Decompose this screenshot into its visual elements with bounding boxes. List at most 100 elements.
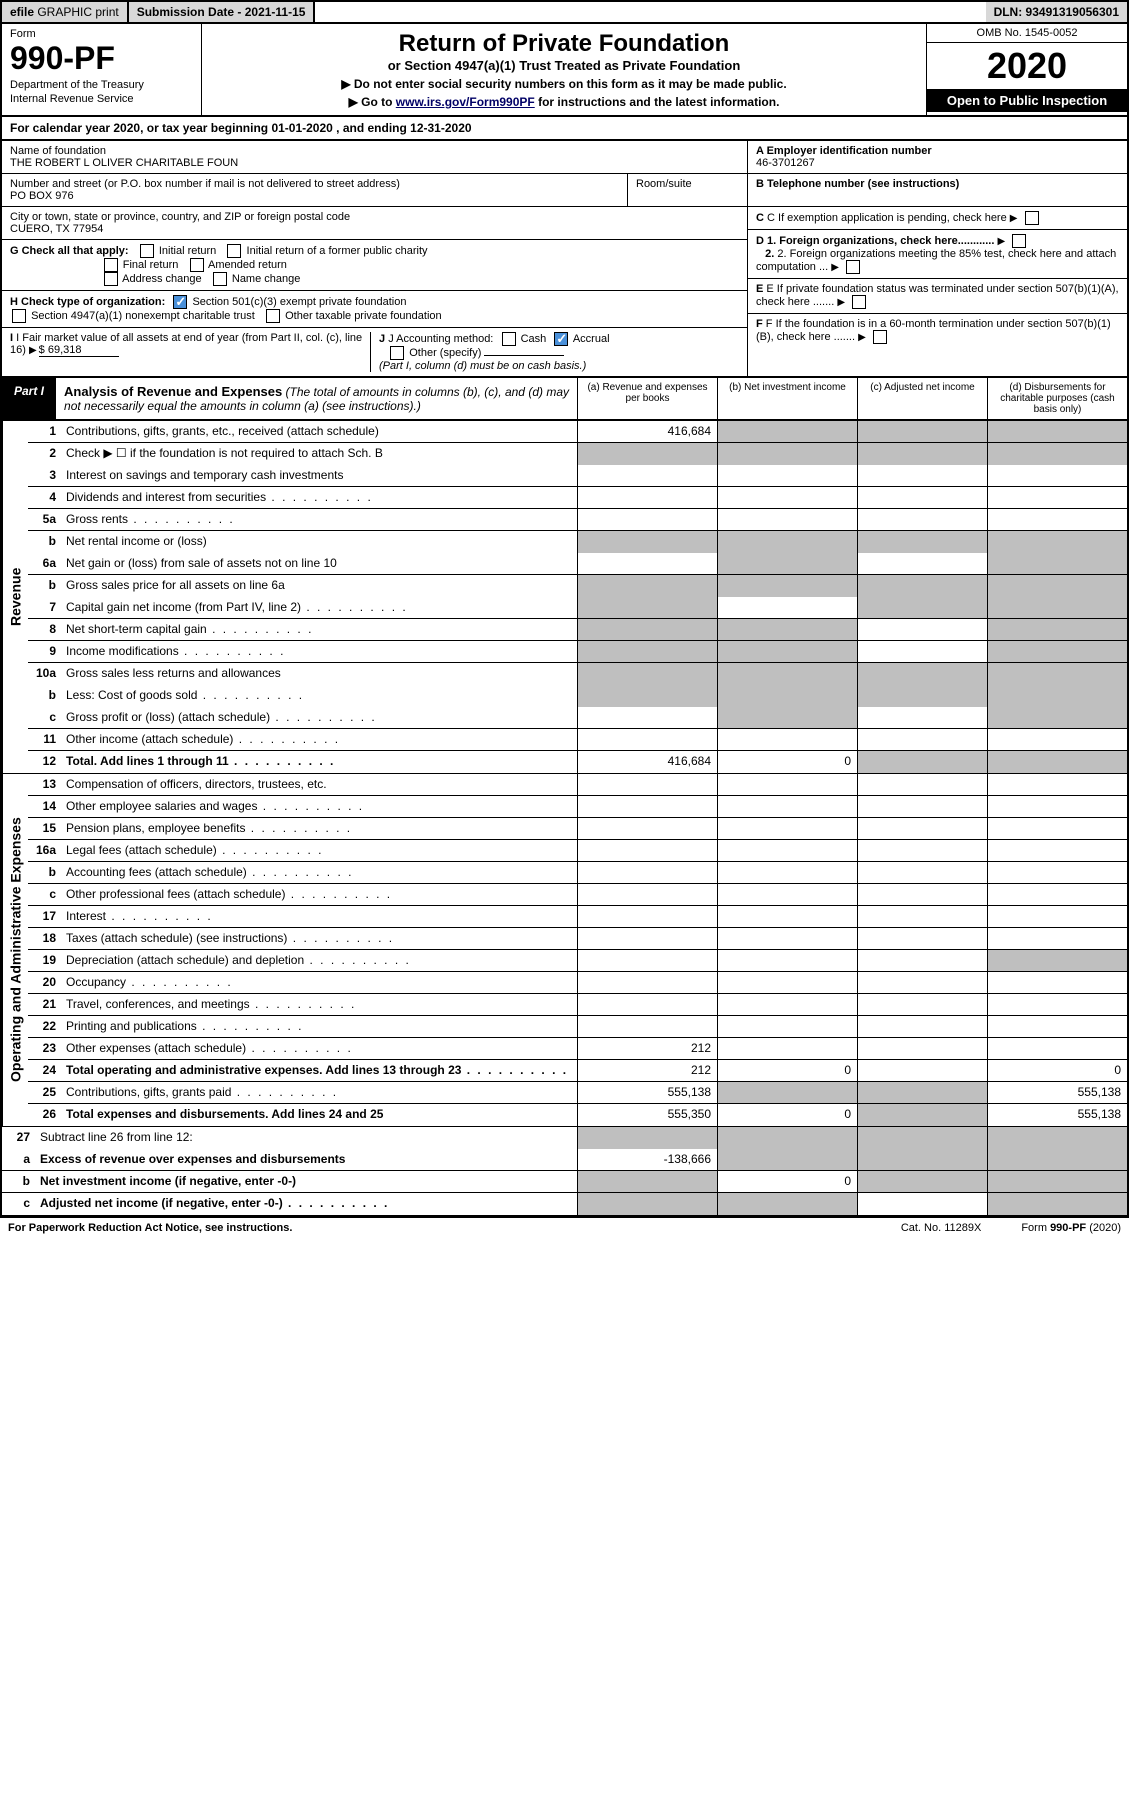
cell-b: 0: [717, 1171, 857, 1192]
row-desc: Other employee salaries and wages: [62, 796, 577, 817]
cell-c: [857, 840, 987, 861]
row-num: 11: [28, 729, 62, 750]
cell-c: [857, 553, 987, 574]
chk-other-taxable[interactable]: [266, 309, 280, 323]
chk-d1[interactable]: [1012, 234, 1026, 248]
chk-address[interactable]: [104, 272, 118, 286]
cell-c: [857, 884, 987, 905]
row-desc: Compensation of officers, directors, tru…: [62, 774, 577, 795]
table-row: 4 Dividends and interest from securities: [28, 487, 1127, 509]
chk-name-change[interactable]: [213, 272, 227, 286]
cell-c: [857, 950, 987, 971]
cell-c: [857, 663, 987, 685]
chk-other-method[interactable]: [390, 346, 404, 360]
cell-a: -138,666: [577, 1149, 717, 1170]
cell-b: [717, 685, 857, 707]
chk-d2[interactable]: [846, 260, 860, 274]
chk-e[interactable]: [852, 295, 866, 309]
cell-a: [577, 553, 717, 574]
cell-a: [577, 641, 717, 662]
cell-a: [577, 465, 717, 486]
row-desc: Check ▶ ☐ if the foundation is not requi…: [62, 443, 577, 465]
cell-d: [987, 641, 1127, 662]
cell-a: [577, 509, 717, 530]
table-row: 16a Legal fees (attach schedule): [28, 840, 1127, 862]
part-tag: Part I: [2, 378, 56, 419]
table-row: 17 Interest: [28, 906, 1127, 928]
row-num: 21: [28, 994, 62, 1015]
table-row: c Adjusted net income (if negative, ente…: [2, 1193, 1127, 1215]
row-desc: Other income (attach schedule): [62, 729, 577, 750]
cell-a: [577, 884, 717, 905]
form-header: Form 990-PF Department of the Treasury I…: [0, 24, 1129, 117]
col-d-hdr: (d) Disbursements for charitable purpose…: [987, 378, 1127, 419]
chk-501c3[interactable]: [173, 295, 187, 309]
table-row: b Net rental income or (loss): [28, 531, 1127, 553]
row-desc: Gross profit or (loss) (attach schedule): [62, 707, 577, 728]
foundation-name: THE ROBERT L OLIVER CHARITABLE FOUN: [10, 157, 739, 169]
chk-accrual[interactable]: [554, 332, 568, 346]
row-desc: Other expenses (attach schedule): [62, 1038, 577, 1059]
cell-a: [577, 1016, 717, 1037]
row-desc: Other professional fees (attach schedule…: [62, 884, 577, 905]
cell-b: [717, 663, 857, 685]
row-desc: Net investment income (if negative, ente…: [36, 1171, 577, 1192]
omb-number: OMB No. 1545-0052: [927, 24, 1127, 43]
cell-d: [987, 509, 1127, 530]
dept-irs: Internal Revenue Service: [10, 93, 193, 105]
cell-a: [577, 487, 717, 508]
cell-c: [857, 862, 987, 883]
open-inspection: Open to Public Inspection: [927, 89, 1127, 112]
chk-final[interactable]: [104, 258, 118, 272]
cell-d: [987, 531, 1127, 553]
part1-header: Part I Analysis of Revenue and Expenses …: [0, 378, 1129, 421]
chk-initial-former[interactable]: [227, 244, 241, 258]
row-num: 5a: [28, 509, 62, 530]
cell-b: [717, 553, 857, 574]
cell-b: [717, 509, 857, 530]
cell-c: [857, 685, 987, 707]
cell-d: [987, 928, 1127, 949]
cell-c: [857, 906, 987, 927]
cell-b: 0: [717, 1104, 857, 1126]
table-row: 12 Total. Add lines 1 through 11 416,684…: [28, 751, 1127, 773]
irs-link[interactable]: www.irs.gov/Form990PF: [396, 95, 535, 109]
cell-b: [717, 1016, 857, 1037]
cell-b: [717, 1193, 857, 1215]
row-num: 4: [28, 487, 62, 508]
cell-d: [987, 840, 1127, 861]
row-num: 3: [28, 465, 62, 486]
chk-amended[interactable]: [190, 258, 204, 272]
cell-d: [987, 950, 1127, 971]
cat-no: Cat. No. 11289X: [901, 1222, 982, 1234]
row-num: 13: [28, 774, 62, 795]
chk-f[interactable]: [873, 330, 887, 344]
cell-c: [857, 1104, 987, 1126]
cell-b: [717, 884, 857, 905]
cell-a: [577, 663, 717, 685]
row-num: c: [28, 884, 62, 905]
cell-b: [717, 994, 857, 1015]
cell-a: 212: [577, 1060, 717, 1081]
table-row: 21 Travel, conferences, and meetings: [28, 994, 1127, 1016]
cell-d: [987, 796, 1127, 817]
cell-b: [717, 774, 857, 795]
row-desc: Interest on savings and temporary cash i…: [62, 465, 577, 486]
row-desc: Contributions, gifts, grants, etc., rece…: [62, 421, 577, 442]
row-num: 22: [28, 1016, 62, 1037]
row-desc: Travel, conferences, and meetings: [62, 994, 577, 1015]
cell-a: 555,138: [577, 1082, 717, 1103]
chk-cash[interactable]: [502, 332, 516, 346]
cell-b: [717, 443, 857, 465]
cell-c: [857, 796, 987, 817]
section-i: I I Fair market value of all assets at e…: [10, 332, 370, 372]
chk-c[interactable]: [1025, 211, 1039, 225]
cell-d: [987, 575, 1127, 597]
cell-c: [857, 641, 987, 662]
form-title: Return of Private Foundation: [208, 30, 920, 58]
chk-initial[interactable]: [140, 244, 154, 258]
cell-c: [857, 1171, 987, 1192]
chk-4947[interactable]: [12, 309, 26, 323]
row-num: b: [28, 575, 62, 597]
row-desc: Pension plans, employee benefits: [62, 818, 577, 839]
